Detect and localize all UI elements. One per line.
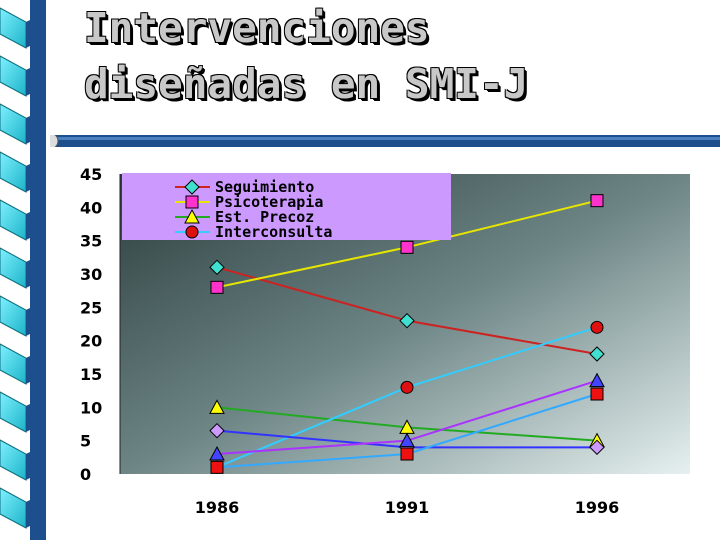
data-point-0-1 xyxy=(399,312,415,329)
data-point-1-2 xyxy=(590,194,604,208)
y-tick-label: 0 xyxy=(80,465,91,484)
y-tick-label: 10 xyxy=(80,398,102,417)
data-point-5-2 xyxy=(589,372,605,388)
data-point-1-0 xyxy=(210,280,224,294)
binding-tab xyxy=(0,151,46,193)
notebook-binding xyxy=(0,0,46,540)
legend-box xyxy=(122,173,451,240)
y-tick-label: 5 xyxy=(80,432,91,451)
legend-marker xyxy=(185,195,199,209)
data-point-5-1 xyxy=(399,432,415,448)
binding-tab xyxy=(0,247,46,289)
series-markers xyxy=(209,194,605,474)
data-point-4-2 xyxy=(589,439,605,456)
legend-label: Psicoterapia xyxy=(215,193,323,211)
legend-label: Est. Precoz xyxy=(215,208,314,226)
binding-tab xyxy=(0,7,46,49)
data-point-0-0 xyxy=(209,259,225,276)
binding-tab xyxy=(0,103,46,145)
data-point-1-1 xyxy=(400,240,414,254)
legend-label: Seguimiento xyxy=(215,178,314,196)
data-point-3-1 xyxy=(400,380,414,394)
x-tick-label: 1996 xyxy=(575,498,620,517)
y-tick-label: 40 xyxy=(80,198,102,217)
binding-tab xyxy=(0,295,46,337)
legend-marker xyxy=(184,179,200,195)
data-point-6-1 xyxy=(400,447,414,461)
y-tick-label: 20 xyxy=(80,332,102,351)
binding-tab xyxy=(0,487,46,529)
data-point-2-0 xyxy=(209,399,225,414)
title-divider-bar xyxy=(50,135,720,147)
binding-tab xyxy=(0,55,46,97)
data-point-6-0 xyxy=(210,460,224,474)
x-tick-label: 1991 xyxy=(385,498,430,517)
binding-tab xyxy=(0,439,46,481)
data-point-4-0 xyxy=(209,422,225,439)
slide-title-line-1: Intervenciones xyxy=(84,4,430,52)
data-point-5-0 xyxy=(209,445,225,461)
y-tick-label: 15 xyxy=(80,365,102,384)
legend-marker xyxy=(185,225,199,239)
binding-tab xyxy=(0,391,46,433)
legend-marker xyxy=(184,208,200,224)
y-tick-label: 45 xyxy=(80,165,102,184)
data-point-3-2 xyxy=(590,320,604,334)
legend-label: Interconsulta xyxy=(215,223,332,241)
y-tick-label: 25 xyxy=(80,298,102,317)
data-point-0-2 xyxy=(589,346,605,362)
y-tick-label: 35 xyxy=(80,232,102,251)
y-axis-ticks: 0 5 10 15 20 25 30 35 40 45 xyxy=(80,165,102,484)
x-tick-label: 1986 xyxy=(195,498,240,517)
y-tick-label: 30 xyxy=(80,265,102,284)
x-axis-ticks: 1986 1991 1996 xyxy=(195,498,620,517)
binding-tab xyxy=(0,199,46,241)
binding-tab xyxy=(0,343,46,385)
data-point-6-2 xyxy=(590,387,604,401)
slide-title-line-2: diseñadas en SMI-J xyxy=(84,60,529,108)
